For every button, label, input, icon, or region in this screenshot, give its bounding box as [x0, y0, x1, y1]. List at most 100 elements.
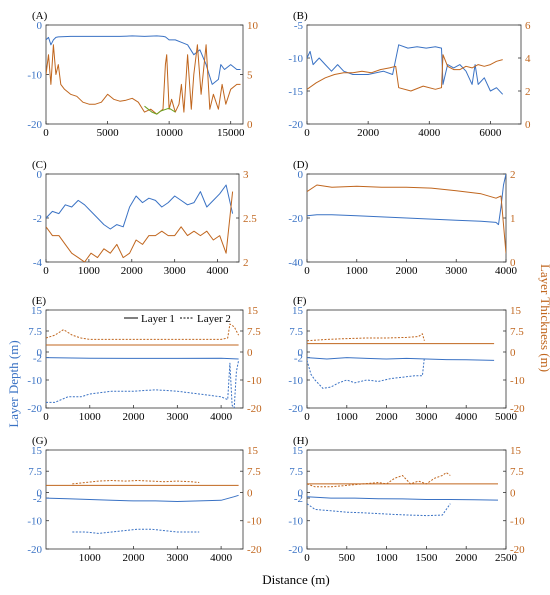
- x-tick-label: 0: [304, 411, 310, 423]
- y-tick-label-left: -5: [294, 20, 304, 32]
- x-tick-label: 0: [43, 265, 49, 277]
- x-tick-label: 1000: [78, 265, 101, 277]
- y-tick-label-left: -2: [294, 493, 303, 505]
- series-line-thickness-solid: [307, 184, 506, 254]
- series-line-depth-dashed: [307, 503, 451, 517]
- series-line-depth-solid: [307, 174, 506, 226]
- y-tick-label-right: -10: [247, 516, 262, 528]
- y-tick-label-left: 15: [31, 305, 43, 317]
- y-tick-label-right: 2: [243, 257, 249, 269]
- panel-title: (A): [32, 10, 48, 22]
- plot-frame: [45, 449, 244, 550]
- panel-e: (E)0 1000 2000 3000 4000-20-10-207.515-20-10…: [27, 295, 262, 423]
- series-line-depth-solid: [307, 357, 495, 361]
- y-tick-label-left: 7.5: [28, 326, 42, 338]
- y-tick-label-left: -10: [27, 516, 42, 528]
- panel-b: (B) 0 2000 4000 6000 -20 -15 -10 -5 0 2 4 6: [288, 10, 531, 139]
- y-tick-label-left: -20: [288, 403, 303, 415]
- y-tick-label-left: -2: [33, 353, 42, 365]
- y-tick-label-left: -40: [288, 257, 303, 269]
- y-tick-label-right: 15: [510, 445, 522, 457]
- series-line-thickness-solid: [46, 44, 241, 115]
- shared-ylabel-left: Layer Depth (m): [6, 340, 21, 427]
- series-group: [307, 472, 499, 517]
- plot-frame: [306, 309, 507, 409]
- y-tick-label-right: 7.5: [510, 326, 524, 338]
- series-line-depth-solid: [46, 494, 239, 502]
- y-tick-label-right: -20: [510, 403, 525, 415]
- series-line-depth-solid: [46, 35, 241, 85]
- x-tick-label: 3000: [166, 411, 189, 423]
- x-tick-label: 500: [339, 552, 356, 564]
- x-tick-label: 3000: [166, 552, 189, 564]
- y-tick-label-left: -15: [288, 86, 303, 98]
- series-group: [46, 35, 241, 115]
- x-tick-label: 2000: [357, 127, 380, 139]
- x-tick-label: 6000: [479, 127, 502, 139]
- y-tick-label-left: 0: [298, 347, 304, 359]
- series-group: [307, 333, 495, 389]
- series-group: [46, 323, 240, 408]
- y-tick-label-left: -20: [288, 544, 303, 556]
- y-tick-label-right: 15: [247, 445, 259, 457]
- y-tick-label-left: -2: [294, 353, 303, 365]
- series-group: [46, 480, 239, 534]
- panel-title: (E): [32, 295, 46, 307]
- y-tick-label-right: 6: [525, 20, 531, 32]
- series-line-depth-solid: [46, 357, 239, 360]
- plot-frame: [306, 24, 522, 125]
- x-tick-label: 3000: [445, 265, 468, 277]
- y-tick-label-right: 4: [525, 53, 531, 65]
- x-tick-label: 1000: [79, 552, 102, 564]
- x-tick-label: 0: [43, 411, 49, 423]
- plot-frame: [45, 309, 244, 409]
- y-tick-label-left: 0: [298, 169, 304, 181]
- y-tick-label-right: 10: [247, 20, 259, 32]
- panel-g: (G)1000 2000 3000 4000-20-10-207.515-20-100…: [27, 435, 262, 564]
- series-group: [46, 184, 234, 262]
- x-tick-label: 2000: [376, 411, 399, 423]
- panel-h: (H)0 500 1000 1500 2000 2500-20-10-207.515-20…: [288, 435, 525, 564]
- series-line-thickness-dashed: [72, 480, 200, 485]
- y-tick-label-right: 15: [247, 305, 259, 317]
- x-tick-label: 1000: [376, 552, 399, 564]
- y-tick-label-right: 5: [247, 70, 253, 82]
- plot-frame: [306, 449, 507, 550]
- series-group: [307, 174, 506, 254]
- y-tick-label-right: -20: [247, 403, 262, 415]
- y-tick-label-left: -20: [27, 119, 42, 131]
- y-tick-label-right: -10: [510, 375, 525, 387]
- panel-f: (F)0 1000 2000 3000 4000 5000-20-10-207.515-2…: [288, 295, 525, 423]
- x-tick-label: 0: [304, 265, 310, 277]
- x-tick-label: 2000: [123, 411, 146, 423]
- legend: Layer 1 Layer 2: [124, 313, 231, 325]
- series-group: [307, 44, 504, 95]
- series-line-depth-solid: [307, 496, 499, 501]
- y-tick-label-left: 15: [292, 445, 304, 457]
- x-tick-label: 1000: [346, 265, 369, 277]
- y-tick-label-right: -20: [247, 544, 262, 556]
- y-tick-label-left: -20: [288, 213, 303, 225]
- x-tick-label: 3000: [415, 411, 438, 423]
- y-tick-label-right: 0: [525, 119, 531, 131]
- series-line-thickness-dashed: [46, 323, 240, 340]
- x-tick-label: 4000: [418, 127, 441, 139]
- y-tick-label-left: 7.5: [289, 466, 303, 478]
- y-tick-label-right: -20: [510, 544, 525, 556]
- y-tick-label-right: 2: [510, 169, 516, 181]
- y-tick-label-right: 0: [247, 119, 253, 131]
- y-tick-label-left: -10: [27, 375, 42, 387]
- y-tick-label-right: 0: [510, 257, 516, 269]
- y-tick-label-left: 0: [37, 20, 43, 32]
- y-tick-label-right: 0: [510, 347, 516, 359]
- y-tick-label-right: 7.5: [247, 326, 261, 338]
- y-tick-label-right: 2.5: [243, 213, 257, 225]
- y-tick-label-left: -20: [288, 119, 303, 131]
- x-tick-label: 2500: [495, 552, 518, 564]
- y-tick-label-left: 0: [37, 169, 43, 181]
- shared-xlabel: Distance (m): [262, 572, 330, 587]
- y-tick-label-left: -2: [33, 493, 42, 505]
- y-tick-label-left: 0: [298, 487, 304, 499]
